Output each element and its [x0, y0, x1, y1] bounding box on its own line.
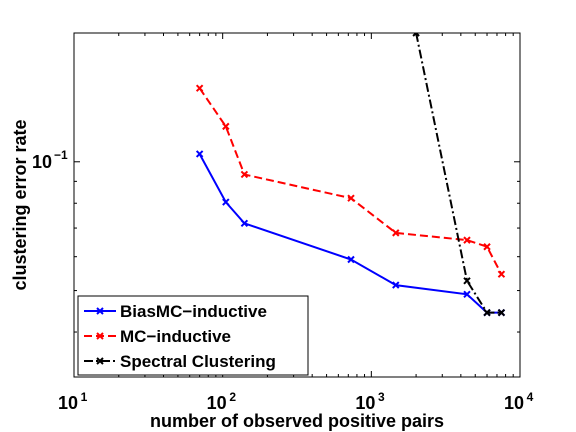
data-point-marker — [195, 150, 204, 158]
series-line — [198, 87, 503, 275]
x-axis-label: number of observed positive pairs — [150, 411, 444, 431]
x-tick-label: 10 — [355, 393, 375, 413]
data-point-marker — [497, 270, 506, 278]
data-point-marker — [412, 33, 420, 37]
x-tick-label: 10 — [207, 393, 227, 413]
series-line — [415, 33, 502, 314]
x-tick-label-exponent: 2 — [229, 390, 236, 404]
legend-swatch-marker — [96, 357, 104, 365]
x-tick-label: 10 — [504, 393, 524, 413]
series-layer — [195, 33, 506, 317]
y-tick-label: 10 — [32, 152, 52, 172]
data-point-marker — [240, 170, 249, 179]
data-point-marker — [463, 236, 471, 244]
data-point-marker — [463, 277, 471, 285]
x-tick-label-exponent: 1 — [81, 390, 88, 404]
data-point-marker — [497, 308, 506, 317]
data-point-marker — [483, 308, 491, 317]
data-point-marker — [240, 219, 249, 228]
series-mc-inductive — [195, 84, 506, 278]
x-tick-label-exponent: 3 — [378, 390, 385, 404]
legend-box — [77, 295, 309, 376]
data-point-marker — [195, 84, 204, 92]
legend-label: BiasMC−inductive — [120, 302, 267, 321]
legend-label: MC−inductive — [120, 327, 231, 346]
x-tick-label-exponent: 4 — [527, 390, 534, 404]
x-tick-label: 10 — [58, 393, 78, 413]
y-tick-label-exponent: −1 — [54, 148, 68, 162]
series-spectral-clustering — [412, 33, 506, 317]
data-point-marker — [347, 255, 355, 264]
legend-swatch-marker — [96, 332, 104, 340]
legend-label: Spectral Clustering — [120, 352, 276, 371]
data-point-marker — [463, 290, 471, 299]
data-point-marker — [392, 281, 400, 289]
tick-layer: 10 1 10 2 10 3 10 410 −1 — [32, 32, 534, 413]
axes-box — [73, 32, 521, 378]
data-point-marker — [222, 122, 230, 131]
y-axis-label: clustering error rate — [10, 119, 30, 290]
data-point-marker — [392, 229, 400, 237]
legend-item: Spectral Clustering — [84, 352, 276, 371]
legend-item: BiasMC−inductive — [84, 302, 267, 321]
legend: BiasMC−inductive MC−inductive Spectral Clu… — [77, 295, 309, 376]
legend-item: MC−inductive — [84, 327, 231, 346]
data-point-marker — [222, 198, 230, 206]
data-point-marker — [347, 194, 355, 202]
series-line — [198, 153, 502, 314]
legend-swatch-marker — [96, 307, 104, 315]
data-point-marker — [483, 243, 491, 251]
